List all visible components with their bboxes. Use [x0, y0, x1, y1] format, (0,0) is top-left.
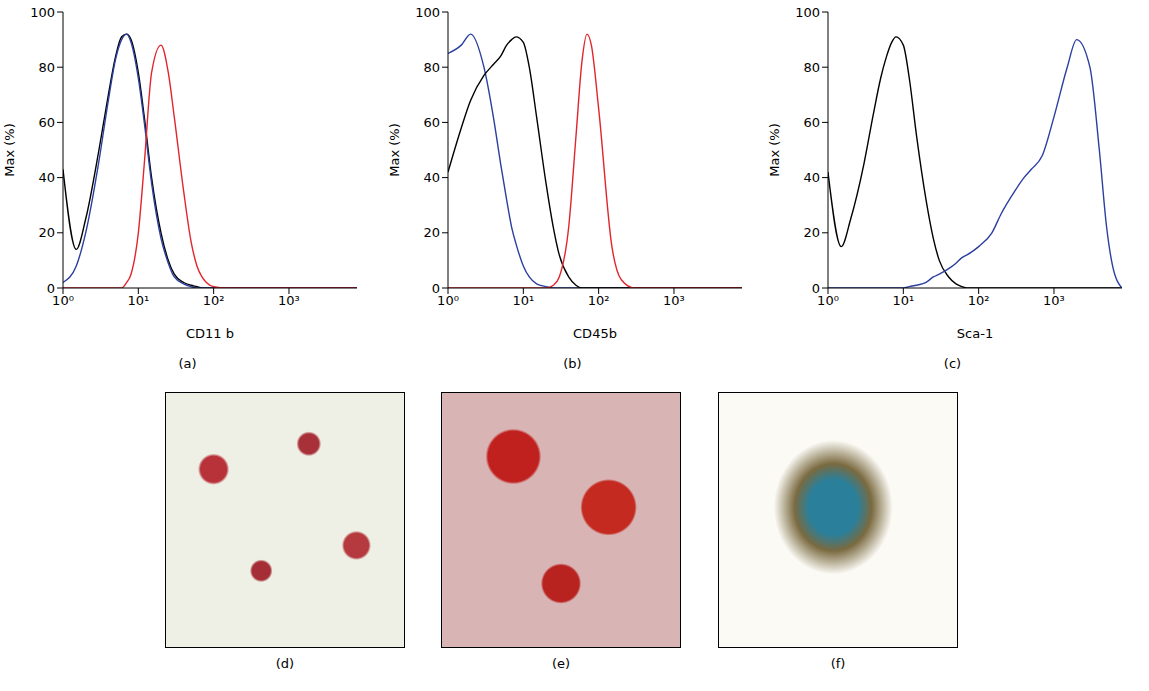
- svg-text:60: 60: [38, 115, 55, 130]
- svg-text:Max (%): Max (%): [387, 123, 402, 177]
- html-text:(f): (f): [830, 656, 846, 671]
- svg-text:80: 80: [803, 60, 820, 75]
- svg-text:100: 100: [795, 5, 820, 20]
- svg-text:40: 40: [803, 170, 820, 185]
- svg-text:60: 60: [423, 115, 440, 130]
- svg-text:80: 80: [423, 60, 440, 75]
- svg-text:CD45b: CD45b: [573, 326, 617, 341]
- svg-text:0: 0: [432, 281, 440, 296]
- svg-text:10¹: 10¹: [127, 293, 149, 308]
- svg-text:0: 0: [812, 281, 820, 296]
- svg-text:10²: 10²: [588, 293, 610, 308]
- svg-text:20: 20: [803, 225, 820, 240]
- svg-text:20: 20: [423, 225, 440, 240]
- html-text:(e): (e): [551, 656, 571, 671]
- svg-text:Max (%): Max (%): [2, 123, 17, 177]
- svg-text:10⁰: 10⁰: [817, 293, 839, 308]
- svg-text:20: 20: [38, 225, 55, 240]
- svg-text:10¹: 10¹: [892, 293, 914, 308]
- html-text:(d): (d): [275, 656, 295, 671]
- svg-text:80: 80: [38, 60, 55, 75]
- svg-text:100: 100: [415, 5, 440, 20]
- svg-text:Sca-1: Sca-1: [957, 326, 993, 341]
- svg-text:40: 40: [423, 170, 440, 185]
- svg-text:10³: 10³: [663, 293, 685, 308]
- svg-text:Max (%): Max (%): [767, 123, 782, 177]
- html-text:(b): (b): [563, 356, 582, 371]
- svg-text:10⁰: 10⁰: [437, 293, 459, 308]
- svg-text:0: 0: [47, 281, 55, 296]
- svg-text:10³: 10³: [1043, 293, 1065, 308]
- html-text:(a): (a): [178, 356, 197, 371]
- svg-text:40: 40: [38, 170, 55, 185]
- svg-text:CD11 b: CD11 b: [186, 326, 234, 341]
- svg-text:10²: 10²: [968, 293, 990, 308]
- svg-text:60: 60: [803, 115, 820, 130]
- html-text:(c): (c): [943, 356, 962, 371]
- svg-text:10¹: 10¹: [512, 293, 534, 308]
- svg-text:10²: 10²: [203, 293, 225, 308]
- svg-text:10³: 10³: [278, 293, 300, 308]
- svg-text:10⁰: 10⁰: [52, 293, 74, 308]
- svg-text:100: 100: [30, 5, 55, 20]
